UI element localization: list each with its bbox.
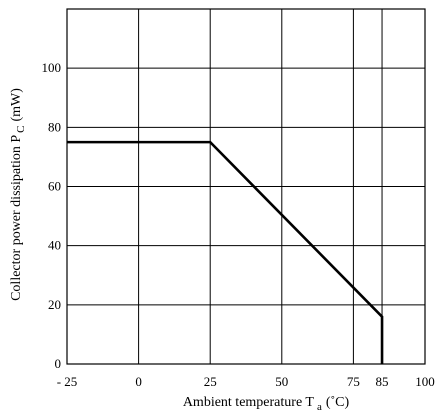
y-axis-label-unit: (mW) <box>9 88 24 122</box>
y-tick-label: 80 <box>48 119 61 134</box>
y-tick-labels: 0 20 40 60 80 100 <box>42 60 62 371</box>
y-tick-label: 0 <box>55 356 62 371</box>
y-tick-label: 60 <box>48 179 61 194</box>
curve-layer <box>67 140 384 364</box>
x-tick-label: 75 <box>347 374 360 389</box>
grid <box>66 8 426 365</box>
x-tick-label: - 25 <box>57 374 78 389</box>
y-tick-label: 20 <box>48 297 61 312</box>
series-line <box>67 140 384 364</box>
x-tick-label: 85 <box>376 374 389 389</box>
x-tick-label: 0 <box>135 374 142 389</box>
x-tick-labels: - 25 0 25 50 75 85 100 <box>57 374 435 389</box>
x-tick-label: 50 <box>275 374 288 389</box>
y-axis-label-main: Collector power dissipation P <box>9 135 24 301</box>
x-tick-label: 100 <box>415 374 435 389</box>
x-tick-label: 25 <box>204 374 217 389</box>
x-axis-label-sub: a <box>317 401 322 411</box>
y-tick-label: 40 <box>48 238 61 253</box>
plot-frame <box>66 8 426 365</box>
x-axis-label-unit: (˚C) <box>326 395 350 410</box>
x-axis-label-main: Ambient temperature T <box>183 395 315 410</box>
y-axis-label-sub: C <box>15 126 27 133</box>
y-axis-label: Collector power dissipation P C (mW) <box>9 88 27 301</box>
y-tick-label: 100 <box>42 60 62 75</box>
